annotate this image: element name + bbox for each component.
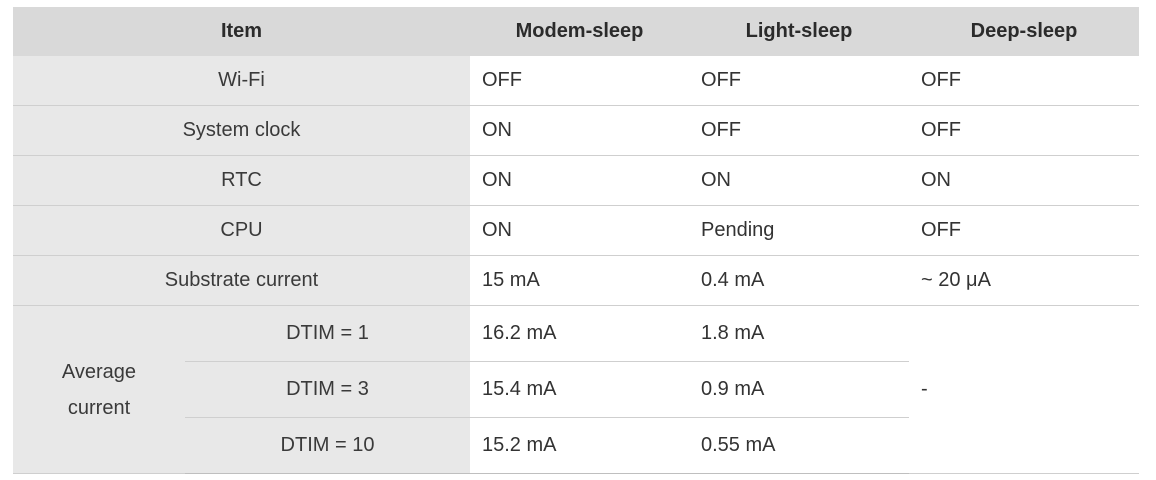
cell-deep: OFF	[909, 56, 1139, 106]
cell-modem: 15.4 mA	[470, 361, 689, 418]
header-light-sleep: Light-sleep	[689, 7, 909, 56]
cell-light: 0.4 mA	[689, 255, 909, 306]
cell-modem: ON	[470, 105, 689, 156]
table-row: Substrate current 15 mA 0.4 mA ~ 20 μA	[13, 255, 1139, 306]
average-label-line1: Average	[61, 360, 137, 383]
table-row: Average current DTIM = 1 16.2 mA 1.8 mA …	[13, 305, 1139, 474]
cell-deep: OFF	[909, 205, 1139, 256]
row-label: System clock	[13, 105, 470, 156]
cell-modem: ON	[470, 205, 689, 256]
table-row: CPU ON Pending OFF	[13, 205, 1139, 256]
cell-light: OFF	[689, 56, 909, 106]
header-deep-sleep: Deep-sleep	[909, 7, 1139, 56]
cell-modem: OFF	[470, 56, 689, 106]
cell-modem: 16.2 mA	[470, 305, 689, 362]
table-row: System clock ON OFF OFF	[13, 105, 1139, 156]
table-row: RTC ON ON ON	[13, 155, 1139, 206]
cell-light: OFF	[689, 105, 909, 156]
cell-modem: 15.2 mA	[470, 417, 689, 474]
cell-deep-average: -	[909, 305, 1139, 474]
row-label: Wi-Fi	[13, 56, 470, 106]
cell-deep: ~ 20 μA	[909, 255, 1139, 306]
power-modes-table: Item Modem-sleep Light-sleep Deep-sleep …	[13, 7, 1139, 474]
cell-deep: ON	[909, 155, 1139, 206]
cell-modem: 15 mA	[470, 255, 689, 306]
dtim-label: DTIM = 10	[185, 417, 470, 474]
table-row: DTIM = 3 15.4 mA 0.9 mA	[13, 361, 1139, 418]
cell-light: 0.55 mA	[689, 417, 909, 474]
header-item: Item	[13, 7, 470, 56]
dtim-label: DTIM = 1	[185, 305, 470, 362]
row-label: Substrate current	[13, 255, 470, 306]
table-row: DTIM = 10 15.2 mA 0.55 mA	[13, 417, 1139, 474]
average-current-label: Average current	[13, 305, 185, 474]
average-label-line2: current	[67, 396, 131, 419]
cell-light: 1.8 mA	[689, 305, 909, 362]
dtim-label: DTIM = 3	[185, 361, 470, 418]
row-label: RTC	[13, 155, 470, 206]
row-label: CPU	[13, 205, 470, 256]
header-row: Item Modem-sleep Light-sleep Deep-sleep	[13, 7, 1139, 56]
cell-deep: OFF	[909, 105, 1139, 156]
cell-light: Pending	[689, 205, 909, 256]
header-modem-sleep: Modem-sleep	[470, 7, 689, 56]
cell-light: ON	[689, 155, 909, 206]
cell-modem: ON	[470, 155, 689, 206]
table-row: Wi-Fi OFF OFF OFF	[13, 56, 1139, 106]
cell-light: 0.9 mA	[689, 361, 909, 418]
